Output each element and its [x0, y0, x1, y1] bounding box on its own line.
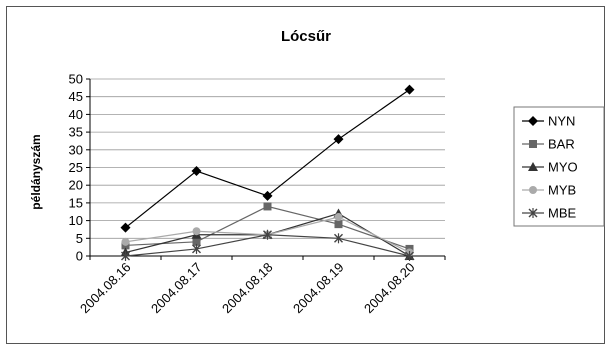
y-tick-label: 10: [69, 213, 83, 228]
data-point: [334, 233, 343, 244]
data-point: [192, 237, 201, 246]
data-point: [528, 208, 538, 218]
data-point: [121, 251, 130, 261]
data-point: [121, 237, 130, 246]
series-line-bar: [125, 205, 410, 250]
data-point: [263, 229, 272, 240]
legend-label: MYO: [548, 160, 578, 175]
gridlines: [90, 78, 445, 239]
series-lines: [120, 84, 415, 261]
data-point: [262, 190, 273, 201]
x-tick-label: 2004.08.17: [148, 260, 205, 317]
data-point: [404, 84, 415, 95]
y-tick-label: 30: [69, 142, 83, 157]
legend-item-bar: BAR: [522, 137, 575, 152]
legend: NYN BAR MYO MYB MBE: [513, 106, 605, 227]
x-tick-label: 2004.08.18: [219, 260, 276, 317]
legend-item-nyn: NYN: [522, 114, 575, 129]
y-tick-label: 25: [69, 160, 83, 175]
data-point: [529, 186, 537, 194]
data-point: [334, 220, 343, 229]
legend-label: BAR: [548, 137, 575, 152]
x-tick-label: 2004.08.19: [290, 260, 347, 317]
y-tick-label: 0: [76, 249, 83, 264]
chart-frame: [6, 6, 605, 344]
data-point: [192, 243, 201, 254]
y-tick-label: 20: [69, 178, 83, 193]
y-tick-label: 35: [69, 125, 83, 140]
x-tick-label: 2004.08.16: [77, 260, 134, 317]
data-point: [334, 213, 343, 222]
data-point: [192, 227, 201, 236]
chart-title: Lócsűr: [281, 28, 331, 45]
data-point: [333, 134, 344, 145]
y-tick-label: 15: [69, 195, 83, 210]
y-tick-label: 50: [69, 72, 83, 87]
data-point: [120, 222, 131, 233]
y-axis-label: példányszám: [29, 134, 43, 209]
y-tick-label: 5: [76, 231, 83, 246]
axes: 0 5 10 15 20 25 30 35 40 45 50 2004.08.16 2004.08.17…: [69, 72, 446, 317]
legend-label: MYB: [548, 183, 576, 198]
data-point: [529, 140, 537, 148]
legend-label: MBE: [548, 206, 577, 221]
data-point: [528, 116, 538, 126]
data-point: [263, 202, 272, 211]
data-point: [528, 162, 538, 171]
legend-item-myo: MYO: [522, 160, 578, 175]
legend-item-myb: MYB: [522, 183, 576, 198]
data-point: [191, 166, 202, 177]
data-point: [405, 251, 414, 261]
y-tick-label: 40: [69, 107, 83, 122]
x-tick-label: 2004.08.20: [361, 260, 418, 317]
legend-label: NYN: [548, 114, 575, 129]
legend-item-mbe: MBE: [522, 206, 577, 221]
y-tick-label: 45: [69, 89, 83, 104]
